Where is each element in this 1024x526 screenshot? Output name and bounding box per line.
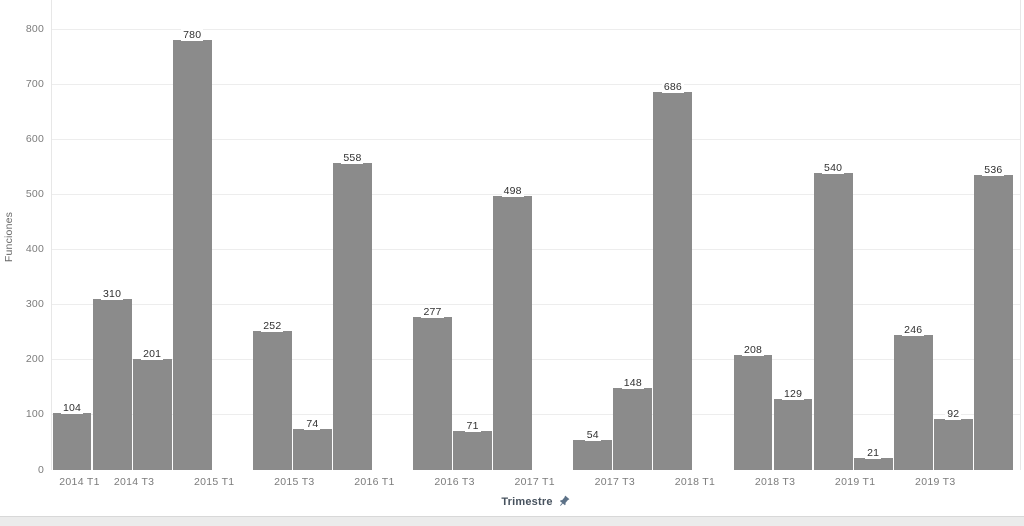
bar[interactable] xyxy=(453,430,493,470)
pane-left-border xyxy=(51,0,52,470)
bar[interactable] xyxy=(132,359,172,470)
gridline xyxy=(52,304,1021,306)
bar[interactable] xyxy=(172,40,212,470)
x-axis-title: Trimestre xyxy=(501,495,570,508)
x-tick-label: 2015 T3 xyxy=(274,476,315,488)
x-tick-label: 2019 T3 xyxy=(915,476,956,488)
y-tick-label: 600 xyxy=(25,133,44,146)
bar[interactable] xyxy=(733,355,773,470)
pane-right-border xyxy=(1020,0,1021,470)
bar[interactable] xyxy=(413,317,452,470)
bar[interactable] xyxy=(52,412,92,470)
gridline xyxy=(52,414,1021,416)
x-tick-label: 2017 T1 xyxy=(514,476,555,488)
x-tick-label: 2016 T1 xyxy=(354,476,395,488)
y-tick-label: 700 xyxy=(25,77,44,90)
gridline xyxy=(52,28,1021,30)
bar[interactable] xyxy=(813,172,853,470)
y-tick-label: 500 xyxy=(25,188,44,201)
y-tick-label: 400 xyxy=(25,243,44,256)
y-tick-label: 200 xyxy=(25,353,44,366)
bar[interactable] xyxy=(653,92,693,470)
y-tick-label: 800 xyxy=(25,22,44,35)
gridline xyxy=(52,249,1021,251)
x-tick-label: 2017 T3 xyxy=(594,476,636,488)
bar[interactable] xyxy=(773,398,813,470)
bar[interactable] xyxy=(853,458,893,470)
gridline xyxy=(52,194,1021,196)
bar[interactable] xyxy=(933,419,973,470)
x-tick-label: 2018 T1 xyxy=(674,476,716,488)
bar[interactable] xyxy=(613,388,653,470)
bar[interactable] xyxy=(893,334,933,470)
x-tick-label: 2015 T1 xyxy=(193,476,235,488)
gridline xyxy=(52,359,1021,361)
bar[interactable] xyxy=(493,195,533,470)
bottom-strip xyxy=(0,516,1024,526)
x-tick-label: 2019 T1 xyxy=(834,476,876,488)
bar[interactable] xyxy=(292,429,332,470)
y-tick-label: 300 xyxy=(25,298,44,311)
x-tick-label: 2014 T3 xyxy=(113,476,155,488)
x-axis-title-label: Trimestre xyxy=(501,495,553,508)
x-tick-label: 2014 T1 xyxy=(59,476,100,488)
bar[interactable] xyxy=(573,440,613,470)
gridline xyxy=(52,139,1021,141)
gridline xyxy=(52,83,1021,85)
y-tick-label: 100 xyxy=(25,408,44,421)
bar[interactable] xyxy=(333,162,372,470)
y-tick-label: 0 xyxy=(37,463,44,476)
x-tick-label: 2016 T3 xyxy=(434,476,475,488)
bar[interactable] xyxy=(92,299,132,470)
x-tick-label: 2018 T3 xyxy=(754,476,796,488)
bar[interactable] xyxy=(252,331,292,470)
pushpin-icon[interactable] xyxy=(555,492,573,510)
bar[interactable] xyxy=(973,174,1013,470)
